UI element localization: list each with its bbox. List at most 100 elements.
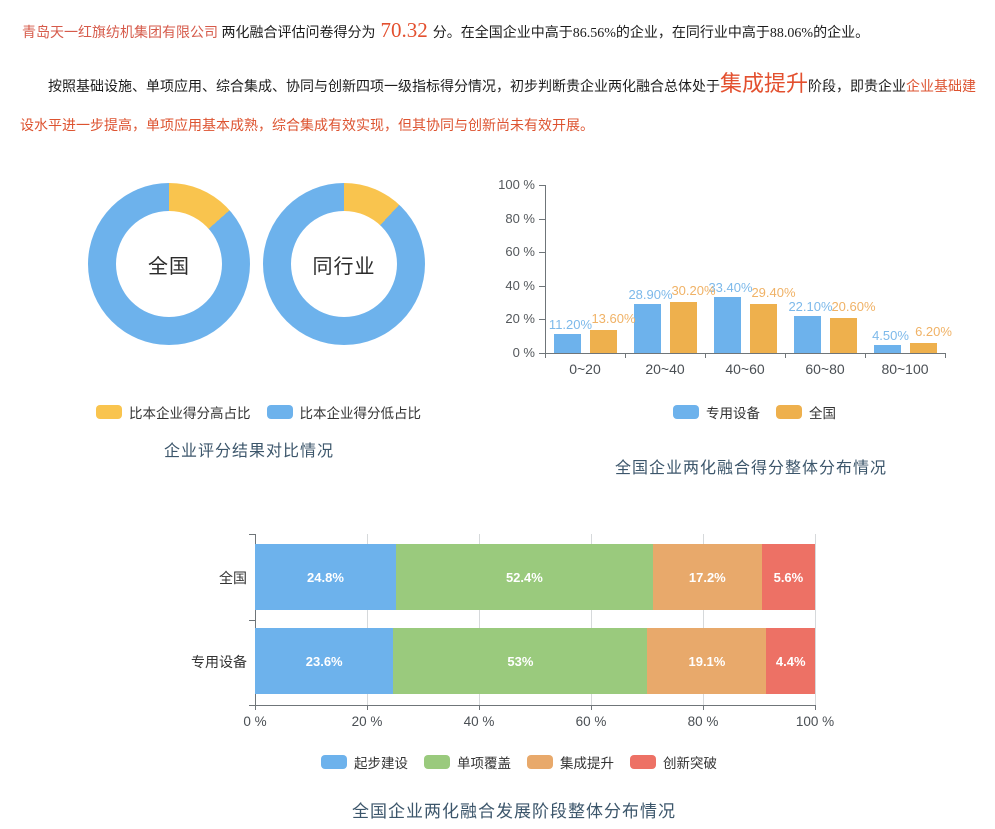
legend-label: 集成提升 [560,756,614,771]
donut-chart-title: 企业评分结果对比情况 [164,443,335,460]
y-axis-tick [249,619,255,621]
x-axis-tick-label: 60 % [575,714,607,729]
segment-value-label: 4.4% [775,653,806,669]
x-axis-tick [255,705,256,710]
bar-segment-集成提升: 17.2% [652,544,762,610]
legend-swatch [673,405,699,419]
y-axis-tick [539,353,545,354]
segment-value-label: 19.1% [688,653,726,669]
segment-value-label: 24.8% [307,569,344,585]
bar-全国-0~20 [590,330,617,353]
bar-chart-legend: 专用设备 全国 [673,402,852,422]
legend-label: 比本企业得分高占比 [129,406,251,421]
legend-swatch [527,755,553,769]
bar-value-label: 33.40% [708,279,753,295]
legend-item-1[interactable]: 全国 [776,402,836,422]
legend-item-2[interactable]: 集成提升 [527,752,614,772]
y-axis-line [255,534,256,705]
bar-全国-80~100 [910,342,937,353]
bar-segment-单项覆盖: 52.4% [395,544,653,610]
x-axis-tick-label: 20 % [351,714,383,729]
bar-segment-起步建设: 23.6% [255,628,394,694]
donut-label-industry: 同行业 [312,255,376,278]
bar-value-label: 11.20% [548,317,593,333]
legend-label: 创新突破 [663,756,717,771]
bar-专用设备-0~20 [554,334,581,353]
x-axis-category-label: 20~40 [645,361,685,377]
x-axis-tick-label: 80 % [687,714,719,729]
stage-lead-text: 按照基础设施、单项应用、综合集成、协同与创新四项一级指标得分情况，初步判断贵企业… [48,80,720,95]
bar-segment-集成提升: 19.1% [647,628,767,694]
stacked-chart-title: 全国企业两化融合发展阶段整体分布情况 [352,802,676,821]
legend-item-3[interactable]: 创新突破 [630,752,717,772]
x-axis-tick-label: 40 % [463,714,495,729]
y-axis-tick [539,285,545,287]
legend-swatch [424,755,450,769]
y-axis-tick [539,185,545,186]
gridline [815,534,816,705]
legend-swatch [630,755,656,769]
y-axis-line [545,185,546,353]
x-axis-category-label: 40~60 [725,361,765,377]
donut-chart-industry: 同行业 [263,183,425,345]
bar-segment-创新突破: 4.4% [766,628,815,694]
y-axis-tick [539,218,545,220]
legend-item-0[interactable]: 比本企业得分高占比 [96,402,251,422]
x-axis-line [255,705,816,706]
bar-segment-起步建设: 24.8% [255,544,396,610]
y-axis-tick [249,705,255,706]
stacked-chart-legend: 起步建设 单项覆盖 集成提升 创新突破 [321,752,733,772]
y-axis-tick-label: 20 % [505,311,535,327]
legend-swatch [266,405,293,419]
bar-专用设备-20~40 [634,304,661,353]
category-label-专用设备: 专用设备 [191,654,247,670]
bar-全国-40~60 [750,303,777,353]
score-summary-tail: 分。在全国企业中高于86.56%的企业，在同行业中高于88.06%的企业。 [432,26,870,41]
bar-全国-60~80 [830,318,857,353]
bar-专用设备-60~80 [794,315,821,353]
score-summary-text: 两化融合评估问卷得分为 [221,26,376,41]
stage-name: 集成提升 [720,71,809,96]
x-axis-tick [865,353,866,358]
legend-swatch [96,405,122,419]
bar-value-label: 29.40% [751,284,796,300]
legend-swatch [776,405,802,419]
bar-value-label: 4.50% [872,328,909,344]
category-label-全国: 全国 [219,570,247,586]
gridline [703,534,704,705]
gridline [367,534,368,705]
legend-item-0[interactable]: 起步建设 [321,752,408,772]
legend-item-0[interactable]: 专用设备 [673,402,760,422]
x-axis-tick [545,353,546,358]
x-axis-tick [367,705,368,710]
stage-summary-paragraph: 按照基础设施、单项应用、综合集成、协同与创新四项一级指标得分情况，初步判断贵企业… [20,64,982,146]
bar-segment-创新突破: 5.6% [761,544,815,610]
x-axis-tick [785,353,786,358]
legend-item-1[interactable]: 比本企业得分低占比 [266,402,422,422]
bar-chart-title: 全国企业两化融合得分整体分布情况 [615,460,888,477]
x-axis-tick [591,705,592,710]
y-axis-tick-label: 60 % [505,244,535,260]
y-axis-tick-label: 80 % [505,210,535,226]
segment-value-label: 23.6% [305,653,343,669]
score-summary-paragraph: 青岛天一红旗纺机集团有限公司 两化融合评估问卷得分为 70.32 分。在全国企业中高… [22,16,977,48]
segment-value-label: 53% [507,653,534,669]
gridline [479,534,480,705]
stage-detail-text: 企业基础建设水平进一步提高，单项应用基本成熟，综合集成有效实现，但其协同与创新尚… [20,80,977,134]
y-axis-tick [539,252,545,254]
legend-item-1[interactable]: 单项覆盖 [424,752,511,772]
x-axis-tick [815,705,816,710]
donut-legend: 比本企业得分高占比 比本企业得分低占比 [96,402,437,422]
bar-segment-单项覆盖: 53% [393,628,648,694]
legend-label: 比本企业得分低占比 [299,406,422,421]
bar-全国-20~40 [670,302,697,353]
bar-value-label: 22.10% [788,298,833,314]
y-axis-tick-label: 0 % [512,345,535,360]
x-axis-tick-label: 100 % [795,714,835,729]
x-axis-line [545,353,946,354]
segment-value-label: 52.4% [505,569,543,585]
legend-label: 全国 [809,406,836,421]
